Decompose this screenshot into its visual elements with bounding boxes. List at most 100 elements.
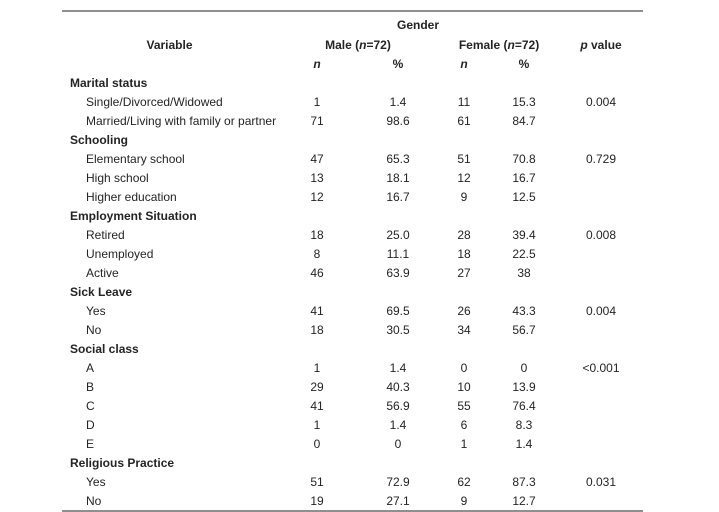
- male-n-cell: 41: [277, 301, 357, 320]
- male-n-cell: 51: [277, 472, 357, 491]
- female-n-cell: 12: [439, 168, 489, 187]
- p-value-cell: [559, 320, 643, 339]
- row-label: Yes: [62, 301, 277, 320]
- page: Gender Variable Male (n=72) Female (n=72…: [0, 0, 719, 466]
- male-n-cell: 13: [277, 168, 357, 187]
- female-n-cell: 26: [439, 301, 489, 320]
- male-pct-cell: 11.1: [357, 244, 439, 263]
- p-value-rest: value: [588, 38, 622, 52]
- row-label: Married/Living with family or partner: [62, 111, 277, 130]
- male-n-cell: 12: [277, 187, 357, 206]
- row-label: Religious Practice: [62, 453, 277, 472]
- spacer-cell: [559, 54, 643, 73]
- table-row: Unemployed811.11822.5: [62, 244, 643, 263]
- p-value-cell: [559, 244, 643, 263]
- female-n-cell: 28: [439, 225, 489, 244]
- male-n-cell: [277, 206, 357, 225]
- male-n-cell: 29: [277, 377, 357, 396]
- p-value-cell: 0.004: [559, 92, 643, 111]
- table-row: High school1318.11216.7: [62, 168, 643, 187]
- male-n-cell: [277, 130, 357, 149]
- male-pct-cell: 98.6: [357, 111, 439, 130]
- male-n-cell: [277, 453, 357, 472]
- table-row: No1927.1912.7: [62, 491, 643, 511]
- row-label: Sick Leave: [62, 282, 277, 301]
- row-label: D: [62, 415, 277, 434]
- female-pct-cell: [489, 73, 559, 92]
- female-n-cell: 1: [439, 434, 489, 453]
- p-value-cell: <0.001: [559, 358, 643, 377]
- row-label: E: [62, 434, 277, 453]
- female-pct-cell: 39.4: [489, 225, 559, 244]
- male-pct-cell: 72.9: [357, 472, 439, 491]
- table-row: Elementary school4765.35170.80.729: [62, 149, 643, 168]
- male-pct-cell: 56.9: [357, 396, 439, 415]
- row-label: Social class: [62, 339, 277, 358]
- table-row: B2940.31013.9: [62, 377, 643, 396]
- female-header-suffix: =72): [515, 38, 539, 52]
- female-pct-cell: 43.3: [489, 301, 559, 320]
- male-pct-cell: [357, 453, 439, 472]
- male-n-cell: [277, 339, 357, 358]
- male-pct-cell: [357, 206, 439, 225]
- gender-stats-table: Gender Variable Male (n=72) Female (n=72…: [62, 10, 643, 512]
- male-n-cell: 71: [277, 111, 357, 130]
- male-pct-subheader: %: [357, 54, 439, 73]
- male-n-cell: 0: [277, 434, 357, 453]
- female-pct-cell: 22.5: [489, 244, 559, 263]
- table-row: No1830.53456.7: [62, 320, 643, 339]
- female-n-cell: 6: [439, 415, 489, 434]
- p-value-cell: 0.031: [559, 472, 643, 491]
- row-label: Elementary school: [62, 149, 277, 168]
- female-n-cell: 18: [439, 244, 489, 263]
- table-row: Yes5172.96287.30.031: [62, 472, 643, 491]
- spacer-cell: [62, 11, 277, 35]
- male-n-cell: 1: [277, 415, 357, 434]
- male-n-cell: 18: [277, 225, 357, 244]
- table-row: Employment Situation: [62, 206, 643, 225]
- row-label: Schooling: [62, 130, 277, 149]
- female-column-header: Female (n=72): [439, 35, 559, 54]
- table-row: Social class: [62, 339, 643, 358]
- female-n-cell: 9: [439, 187, 489, 206]
- p-value-cell: [559, 263, 643, 282]
- male-pct-cell: 65.3: [357, 149, 439, 168]
- female-n-cell: [439, 206, 489, 225]
- row-label: No: [62, 491, 277, 511]
- table-row: Schooling: [62, 130, 643, 149]
- table-row: Single/Divorced/Widowed11.41115.30.004: [62, 92, 643, 111]
- female-pct-cell: 8.3: [489, 415, 559, 434]
- row-label: High school: [62, 168, 277, 187]
- female-pct-cell: [489, 130, 559, 149]
- female-pct-cell: 87.3: [489, 472, 559, 491]
- female-pct-cell: 1.4: [489, 434, 559, 453]
- male-n-cell: 47: [277, 149, 357, 168]
- table-row: C4156.95576.4: [62, 396, 643, 415]
- female-pct-cell: 12.7: [489, 491, 559, 511]
- male-pct-cell: 1.4: [357, 358, 439, 377]
- male-n-cell: 19: [277, 491, 357, 511]
- p-italic: p: [580, 38, 587, 52]
- female-header-prefix: Female (: [459, 38, 508, 52]
- female-pct-cell: 70.8: [489, 149, 559, 168]
- spacer-cell: [559, 11, 643, 35]
- table-row: E0011.4: [62, 434, 643, 453]
- p-value-cell: [559, 396, 643, 415]
- p-value-column-header: p value: [559, 35, 643, 54]
- female-n-cell: 0: [439, 358, 489, 377]
- male-pct-cell: [357, 130, 439, 149]
- male-header-n-italic: n: [359, 38, 366, 52]
- female-pct-cell: 16.7: [489, 168, 559, 187]
- female-pct-cell: 84.7: [489, 111, 559, 130]
- male-n-cell: [277, 73, 357, 92]
- female-pct-cell: 0: [489, 358, 559, 377]
- p-value-cell: [559, 73, 643, 92]
- female-header-n-italic: n: [508, 38, 515, 52]
- female-n-cell: [439, 130, 489, 149]
- male-pct-cell: 1.4: [357, 415, 439, 434]
- row-label: A: [62, 358, 277, 377]
- female-n-cell: 34: [439, 320, 489, 339]
- female-pct-cell: [489, 339, 559, 358]
- male-n-cell: 8: [277, 244, 357, 263]
- p-value-cell: [559, 168, 643, 187]
